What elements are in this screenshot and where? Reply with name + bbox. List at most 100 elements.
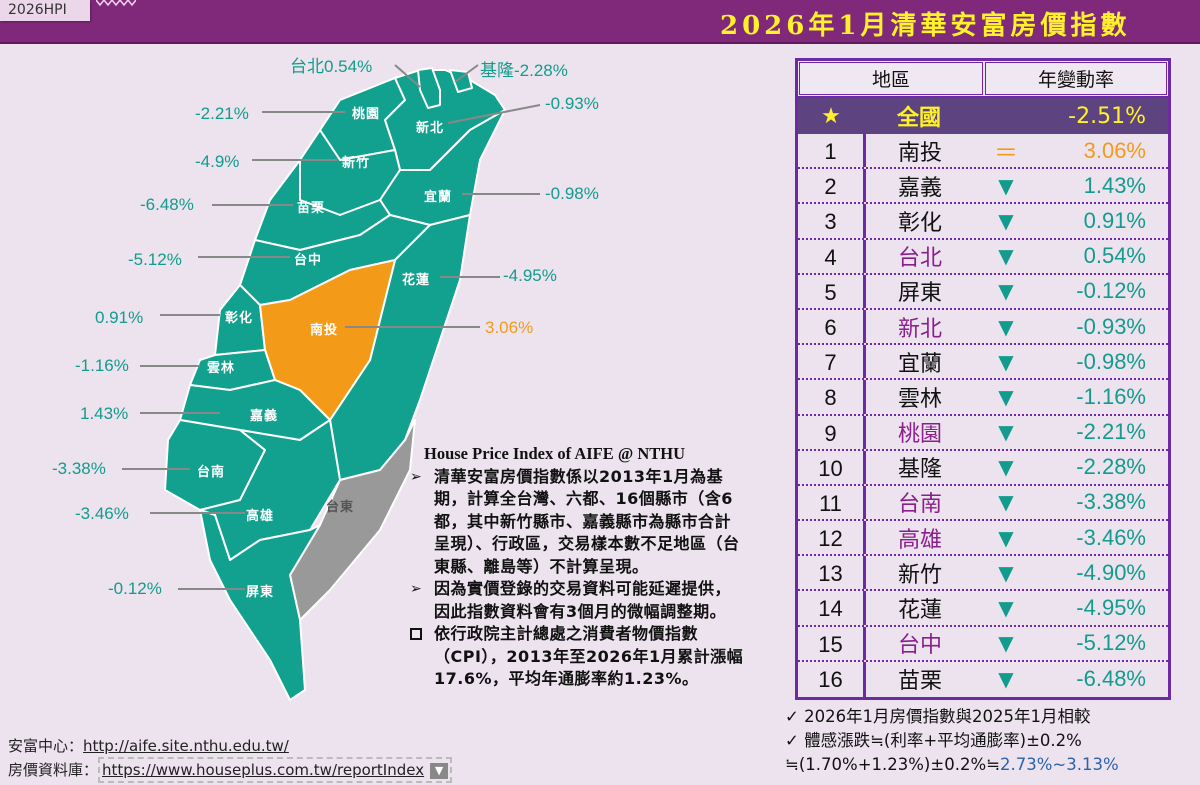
triangle-down-icon: ▼: [998, 384, 1014, 409]
notes-panel: House Price Index of AIFE @ NTHU ➢ 清華安富房…: [410, 443, 745, 691]
change-cell: 3.06%: [1083, 137, 1146, 163]
change-cell: -2.28%: [1076, 454, 1146, 480]
header-bar: 2026HPI 2026年1月清華安富房價指數: [0, 0, 1200, 44]
rank-cell: 14: [798, 591, 866, 625]
rank-cell: 11: [798, 485, 866, 520]
change-cell: -2.21%: [1076, 419, 1146, 445]
national-name: 全國: [896, 106, 941, 131]
region-cell: 南投: [898, 140, 943, 166]
map-label-chiayi: 嘉義: [250, 409, 279, 424]
change-cell: 0.91%: [1083, 207, 1146, 233]
callout-nantou: 3.06%: [485, 318, 534, 337]
map-label-miaoli: 苗栗: [297, 201, 326, 216]
region-cell: 台北: [898, 246, 943, 272]
change-cell: -6.48%: [1076, 666, 1146, 692]
square-bullet-icon: [410, 623, 434, 691]
change-cell: -0.12%: [1076, 278, 1146, 304]
map-label-taichung: 台中: [294, 253, 323, 268]
footnotes: ✓ 2026年1月房價指數與2025年1月相較 ✓ 體感漲跌≒(利率+平均通膨率…: [785, 705, 1119, 777]
region-keelung: [449, 69, 473, 93]
triangle-down-icon: ▼: [998, 173, 1014, 198]
aife-label: 安富中心：: [8, 737, 84, 755]
table-row: 6 新北 ▼ -0.93%: [798, 309, 1168, 346]
page-title: 2026年1月清華安富房價指數: [720, 11, 1131, 41]
map-label-changhua: 彰化: [225, 311, 254, 326]
triangle-down-icon: ▼: [998, 208, 1014, 233]
database-label: 房價資料庫：: [8, 761, 99, 779]
arrow-bullet-icon: ➢: [410, 581, 422, 597]
triangle-down-icon: ▼: [998, 455, 1014, 480]
table-row: 15 台中 ▼ -5.12%: [798, 626, 1168, 662]
rank-cell: 8: [798, 380, 866, 414]
callout-taichung: -5.12%: [128, 250, 182, 269]
rank-cell: 5: [798, 274, 866, 308]
table-row: 3 彰化 ▼ 0.91%: [798, 204, 1168, 240]
table-row: 4 台北 ▼ 0.54%: [798, 239, 1168, 275]
rank-cell: 7: [798, 345, 866, 379]
chevron-down-icon[interactable]: ▼: [430, 762, 449, 779]
rank-cell: 9: [798, 415, 866, 449]
note-item: 依行政院主計總處之消費者物價指數（CPI），2013年至2026年1月累計漲幅1…: [410, 623, 745, 691]
map-label-pingtung: 屏東: [246, 585, 275, 600]
rank-cell: 13: [798, 556, 866, 590]
region-cell: 台南: [898, 492, 943, 518]
region-taipei: [417, 67, 441, 109]
map-label-yilan: 宜蘭: [424, 190, 453, 205]
note-text: 因為實價登錄的交易資料可能延遲提供，因此指數資料會有3個月的微幅調整期。: [434, 579, 732, 621]
map-label-hualien: 花蓮: [402, 273, 431, 288]
change-cell: -5.12%: [1076, 630, 1146, 656]
note-text: 清華安富房價指數係以2013年1月為基期，計算全台灣、六都、16個縣市（含6都，…: [434, 466, 740, 576]
triangle-down-icon: ▼: [998, 560, 1014, 585]
map-label-new-taipei: 新北: [416, 121, 445, 136]
links-panel: 安富中心：http://aife.site.nthu.edu.tw/ 房價資料庫…: [8, 735, 453, 783]
table-row: 10 基隆 ▼ -2.28%: [798, 450, 1168, 486]
notes-title: House Price Index of AIFE @ NTHU: [424, 444, 686, 463]
table-row: 8 雲林 ▼ -1.16%: [798, 380, 1168, 416]
table-row: 11 台南 ▼ -3.38%: [798, 485, 1168, 522]
triangle-down-icon: ▼: [998, 631, 1014, 656]
rank-cell: 4: [798, 239, 866, 273]
note-item: ➢ 因為實價登錄的交易資料可能延遲提供，因此指數資料會有3個月的微幅調整期。: [410, 578, 745, 623]
triangle-down-icon: ▼: [998, 420, 1014, 445]
change-cell: -0.93%: [1076, 313, 1146, 339]
triangle-down-icon: ▼: [998, 349, 1014, 374]
region-cell: 宜蘭: [898, 351, 943, 377]
change-cell: -1.16%: [1076, 383, 1146, 409]
table-row: 2 嘉義 ▼ 1.43%: [798, 169, 1168, 205]
database-link[interactable]: https://www.houseplus.com.tw/reportIndex: [102, 761, 425, 779]
map-label-taitung: 台東: [326, 500, 355, 515]
footnote-line: ✓ 2026年1月房價指數與2025年1月相較: [785, 707, 1091, 726]
rank-cell: 15: [798, 626, 866, 660]
table-row: 9 桃園 ▼ -2.21%: [798, 415, 1168, 451]
change-cell: -4.90%: [1076, 559, 1146, 585]
table-row: 7 宜蘭 ▼ -0.98%: [798, 345, 1168, 381]
map-label-nantou: 南投: [310, 323, 339, 338]
footnote-line: ≒(1.70%+1.23%)±0.2%≒2.73%~3.13%: [785, 753, 1119, 777]
callout-chiayi: 1.43%: [80, 404, 129, 423]
region-cell: 桃園: [898, 422, 943, 448]
table-header: 地區 年變動率: [798, 61, 1168, 98]
table-row: 13 新竹 ▼ -4.90%: [798, 556, 1168, 592]
database-link-box: https://www.houseplus.com.tw/reportIndex…: [98, 757, 453, 783]
triangle-down-icon: ▼: [998, 525, 1014, 550]
region-cell: 屏東: [898, 281, 943, 307]
table-row: 14 花蓮 ▼ -4.95%: [798, 591, 1168, 627]
region-cell: 彰化: [898, 210, 943, 236]
note-item: ➢ 清華安富房價指數係以2013年1月為基期，計算全台灣、六都、16個縣市（含6…: [410, 466, 745, 579]
aife-link[interactable]: http://aife.site.nthu.edu.tw/: [83, 737, 289, 755]
region-cell: 新北: [898, 316, 943, 342]
table-row: 16 苗栗 ▼ -6.48%: [798, 661, 1168, 697]
region-cell: 花蓮: [898, 598, 943, 624]
map-label-kaohsiung: 高雄: [246, 509, 275, 524]
rank-cell: 1: [798, 134, 866, 168]
region-pingtung: [199, 509, 321, 701]
change-cell: 0.54%: [1083, 243, 1146, 269]
region-cell: 新竹: [898, 562, 943, 588]
callout-kaohsiung: -3.46%: [75, 504, 129, 523]
region-cell: 苗栗: [898, 669, 943, 695]
callout-yilan: -0.98%: [545, 184, 599, 203]
zigzag-decoration-icon: [96, 0, 136, 6]
header-region: 地區: [799, 62, 983, 95]
region-cell: 雲林: [898, 386, 943, 412]
formula-text: ≒(1.70%+1.23%)±0.2%≒: [785, 755, 1000, 774]
